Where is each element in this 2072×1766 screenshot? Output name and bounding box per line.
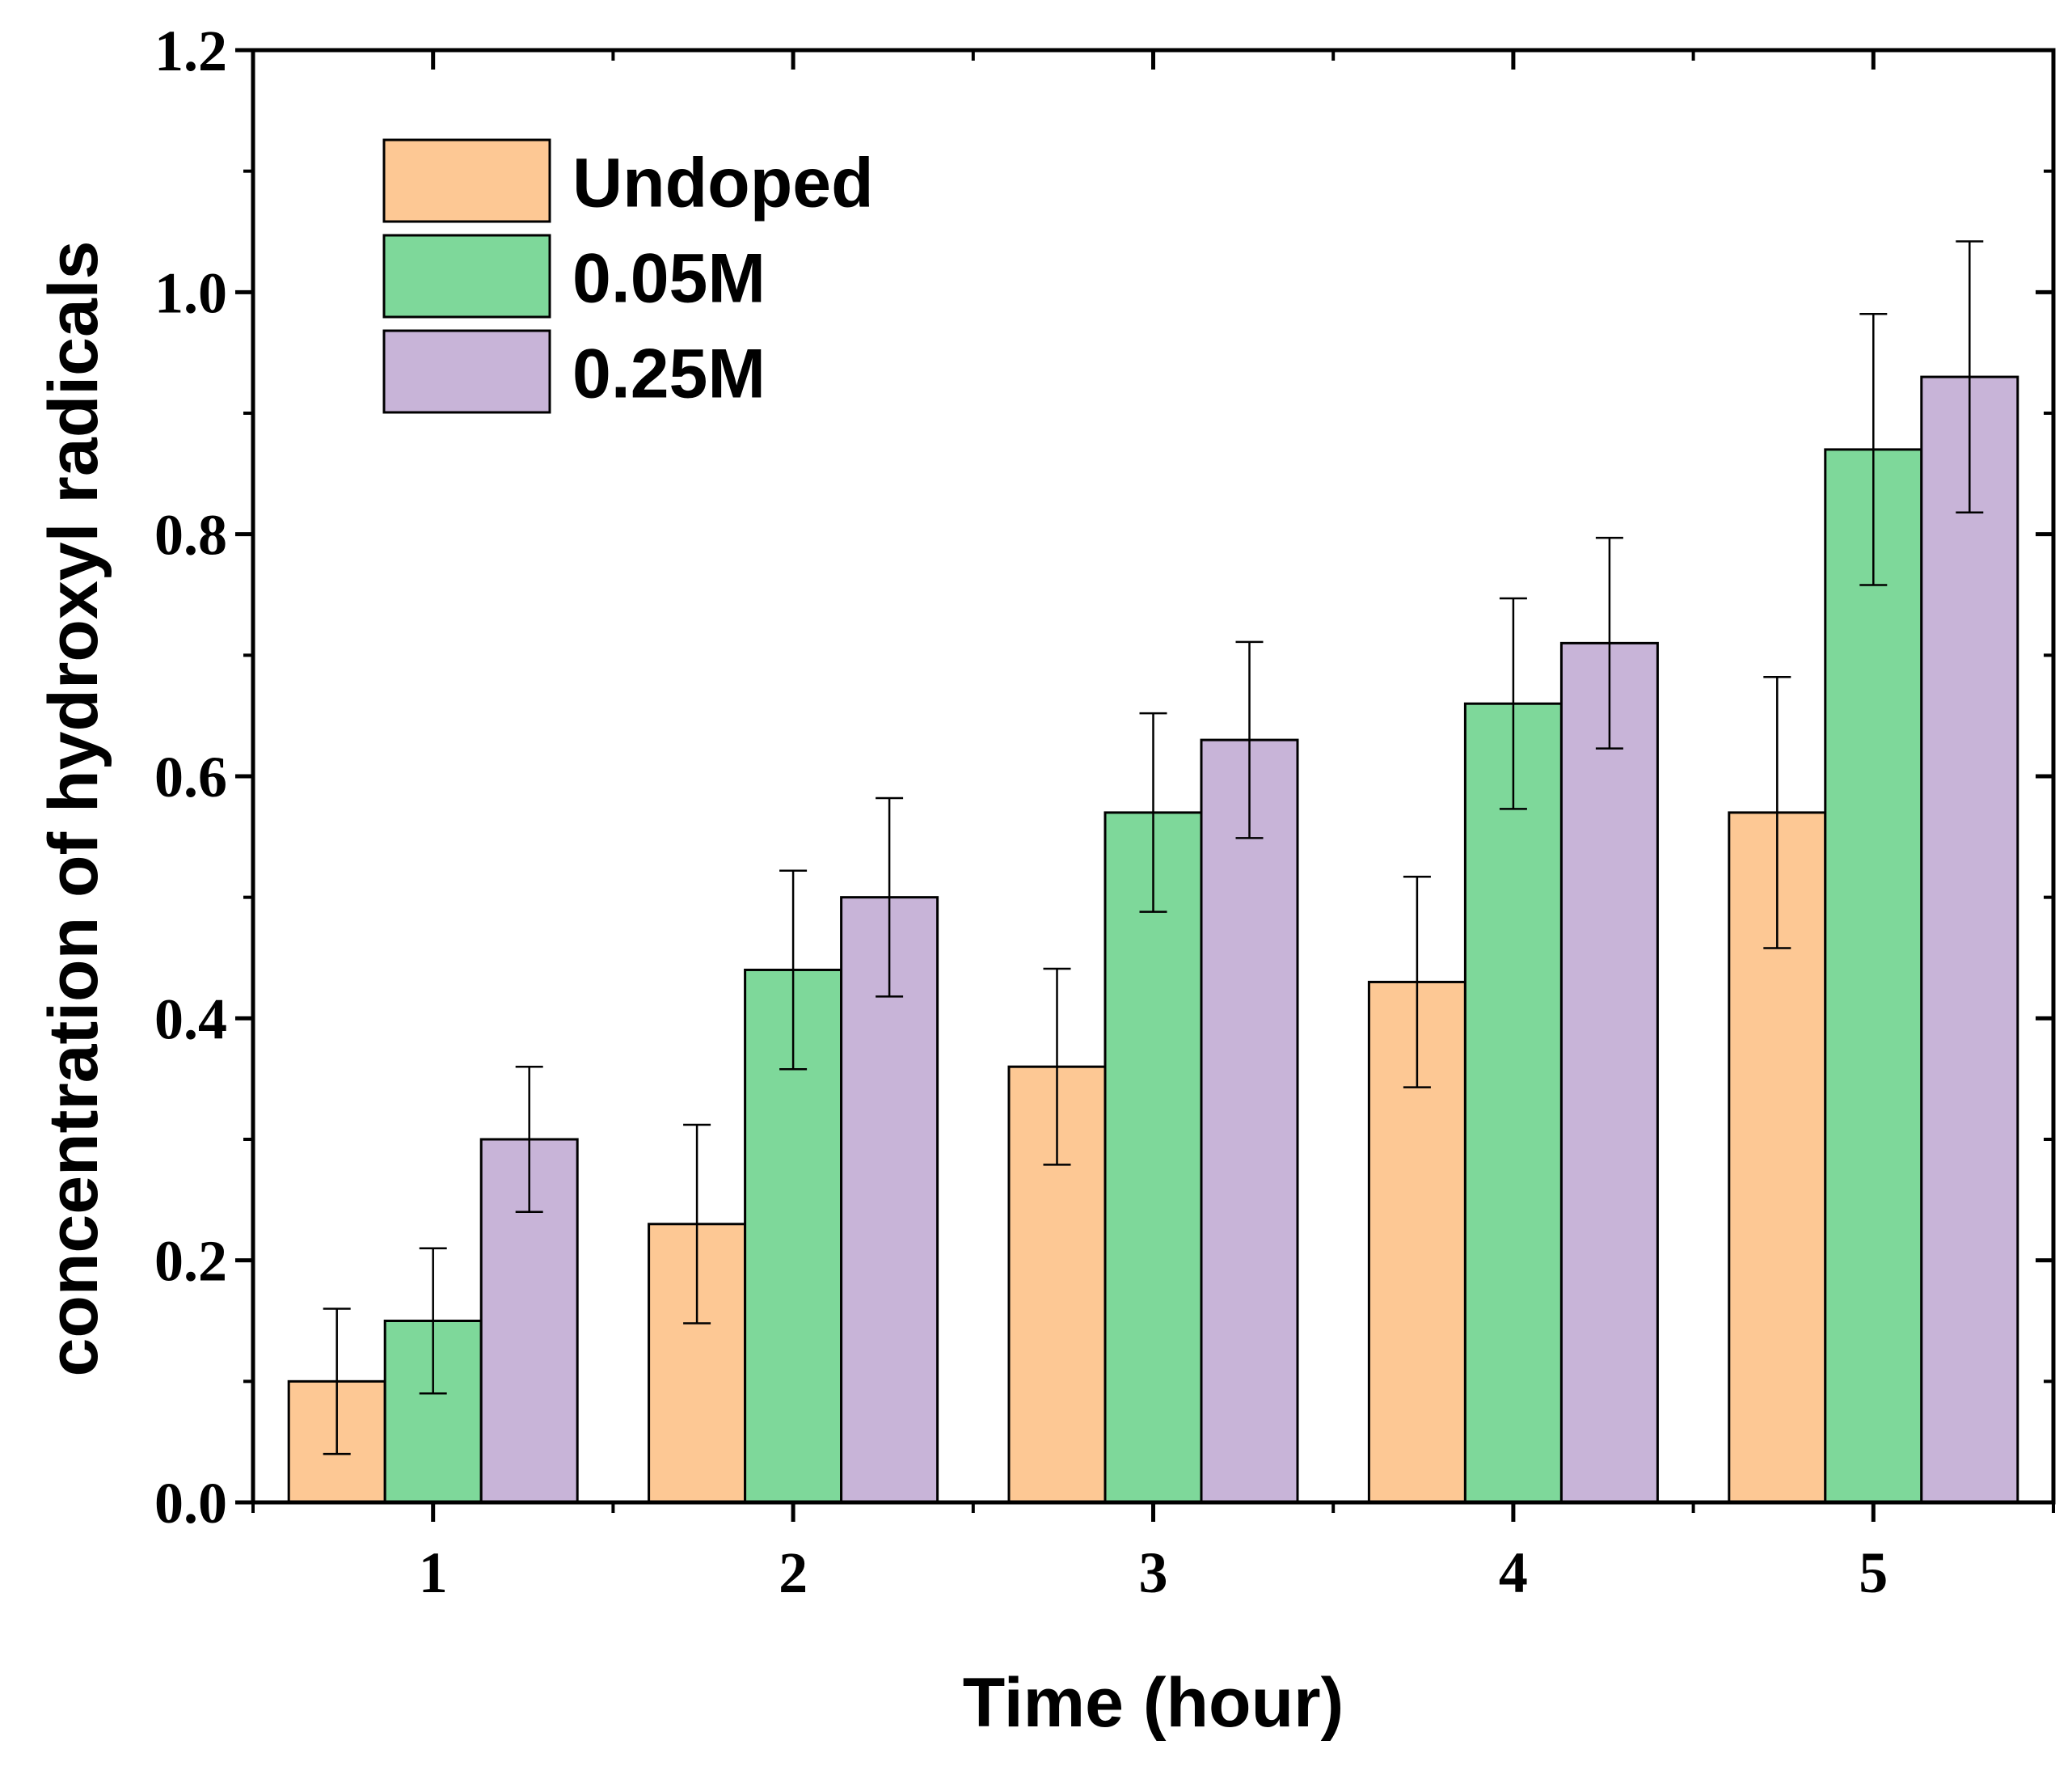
ticks-layer	[235, 48, 2055, 1522]
error-bar-0-05m-2	[779, 869, 808, 1071]
y-tick-label: 0.2	[154, 1229, 227, 1294]
bar-0-25m-3	[1200, 738, 1299, 1504]
y-tick-labels: 0.0 0.2 0.4 0.6 0.8 1.0 1.2	[154, 19, 227, 1536]
error-bar-0-05m-3	[1139, 712, 1167, 913]
error-bar-0-05m-1	[419, 1247, 447, 1395]
y-tick-label: 0.0	[154, 1471, 227, 1536]
error-bar-undoped-3	[1043, 967, 1071, 1166]
error-bar-0-25m-4	[1595, 536, 1623, 750]
bar-0-25m-2	[840, 896, 939, 1504]
bars-layer	[287, 375, 2019, 1504]
bar-0-05m-4	[1463, 702, 1563, 1504]
legend-swatch-0-05m	[382, 234, 551, 319]
error-bar-undoped-5	[1763, 676, 1791, 949]
x-tick-label: 3	[1139, 1540, 1168, 1605]
legend-label-0-05m: 0.05M	[572, 240, 766, 318]
x-tick-label: 2	[779, 1540, 808, 1605]
y-tick-label: 0.6	[154, 745, 227, 809]
error-bar-0-25m-5	[1956, 240, 1984, 513]
legend-label-undoped: Undoped	[572, 145, 874, 222]
error-bar-undoped-2	[683, 1123, 711, 1324]
x-tick-labels: 1 2 3 4 5	[419, 1540, 1888, 1605]
error-bars-layer	[323, 240, 1984, 1455]
legend-swatch-undoped	[382, 138, 551, 223]
y-tick-label: 0.8	[154, 503, 227, 568]
error-bar-0-25m-2	[876, 796, 904, 998]
error-bar-0-25m-1	[515, 1065, 543, 1214]
y-axis-title: concentration of hydroxyl radicals	[35, 240, 112, 1376]
error-bar-0-25m-3	[1235, 640, 1264, 839]
x-tick-label: 5	[1859, 1540, 1888, 1605]
x-tick-label: 4	[1499, 1540, 1528, 1605]
x-axis-title: Time (hour)	[963, 1664, 1344, 1742]
legend-label-0-25m: 0.25M	[572, 336, 766, 413]
bar-0-05m-5	[1824, 448, 1923, 1504]
y-tick-label: 1.0	[154, 260, 227, 325]
error-bar-undoped-1	[323, 1308, 351, 1455]
y-tick-label: 1.2	[154, 19, 227, 83]
bar-0-05m-3	[1104, 811, 1203, 1504]
bar-0-25m-5	[1920, 375, 2019, 1504]
legend: Undoped 0.05M 0.25M	[382, 138, 874, 414]
error-bar-0-05m-5	[1859, 313, 1888, 586]
y-tick-label: 0.4	[154, 987, 227, 1051]
error-bar-0-05m-4	[1499, 597, 1527, 810]
bar-0-25m-4	[1559, 641, 1659, 1504]
legend-swatch-0-25m	[382, 329, 551, 414]
x-tick-label: 1	[419, 1540, 448, 1605]
error-bar-undoped-4	[1403, 875, 1431, 1088]
